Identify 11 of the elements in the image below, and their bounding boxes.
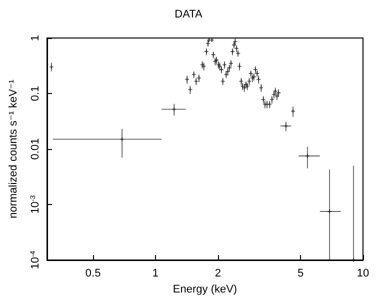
y-tick-label: 1 xyxy=(30,34,42,42)
y-tick-label: 0.1 xyxy=(30,86,42,102)
y-tick-label: 0.01 xyxy=(30,138,42,160)
x-tick-label: 5 xyxy=(297,268,304,280)
x-axis-title: Energy (keV) xyxy=(172,284,238,296)
x-tick-label: 0.5 xyxy=(85,268,101,280)
x-tick-label: 1 xyxy=(152,268,159,280)
y-axis-title: normalized counts s⁻¹ keV⁻¹ xyxy=(8,79,20,218)
x-tick-label: 10 xyxy=(356,268,370,280)
chart-title: DATA xyxy=(174,8,204,20)
x-tick-label: 2 xyxy=(214,268,222,280)
